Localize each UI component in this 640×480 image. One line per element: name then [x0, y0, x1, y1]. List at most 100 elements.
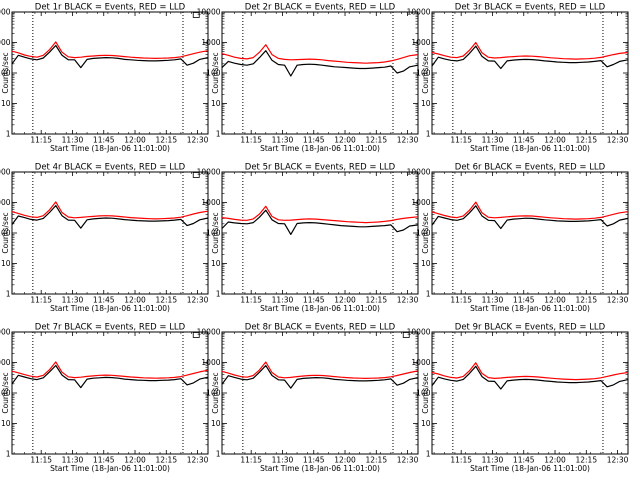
y-tick-label: 10000: [0, 328, 11, 337]
x-tick-label: 12:00: [124, 456, 146, 465]
x-tick-label: 12:00: [544, 296, 566, 305]
events-series-line: [431, 365, 629, 390]
plot-frame: [221, 331, 419, 455]
y-tick-label: 100: [206, 229, 221, 238]
x-tick-label: 12:00: [334, 296, 356, 305]
y-tick-label: 10000: [197, 168, 221, 177]
x-tick-label: 11:30: [62, 136, 84, 145]
y-tick-label: 10: [211, 99, 221, 108]
x-tick-label: 11:15: [240, 296, 262, 305]
panel-det-6r: Det 6r BLACK = Events, RED = LLD 1 10 100 10…: [407, 163, 629, 314]
lld-series-line: [431, 201, 629, 220]
x-axis-label: Start Time (18-Jan-06 11:01:00): [260, 144, 380, 153]
x-tick-label: 12:30: [187, 456, 209, 465]
lld-series-line: [431, 362, 629, 381]
plot-frame: [431, 11, 629, 135]
x-tick-label: 12:30: [187, 296, 209, 305]
x-tick-label: 12:00: [124, 296, 146, 305]
y-tick-label: 1: [426, 130, 431, 139]
y-tick-label: 100: [0, 69, 11, 78]
x-tick-label: 12:30: [607, 136, 629, 145]
x-tick-label: 11:45: [303, 456, 325, 465]
y-tick-label: 10: [421, 259, 431, 268]
events-series-line: [221, 365, 419, 389]
x-tick-label: 11:45: [93, 456, 115, 465]
x-tick-label: 12:30: [397, 456, 419, 465]
y-tick-label: 1000: [411, 358, 430, 367]
y-tick-label: 10: [211, 259, 221, 268]
panel-title: Det 7r BLACK = Events, RED = LLD: [35, 323, 186, 333]
panel-det-2r: Det 2r BLACK = Events, RED = LLD 1 10 100 10…: [197, 3, 419, 154]
x-tick-label: 12:30: [187, 136, 209, 145]
x-tick-label: 11:30: [272, 296, 294, 305]
x-tick-label: 11:15: [30, 456, 52, 465]
y-tick-label: 1: [6, 130, 11, 139]
x-tick-label: 11:45: [513, 296, 535, 305]
x-tick-label: 12:15: [575, 136, 597, 145]
lld-series-line: [11, 201, 209, 220]
panel-title: Det 4r BLACK = Events, RED = LLD: [35, 163, 186, 173]
y-tick-label: 10: [1, 419, 11, 428]
y-axis-label: Counts/sec: [1, 212, 10, 253]
x-tick-label: 11:15: [450, 456, 472, 465]
x-axis-label: Start Time (18-Jan-06 11:01:00): [260, 304, 380, 313]
events-series-line: [431, 205, 629, 230]
y-tick-label: 10000: [407, 8, 431, 17]
y-tick-label: 1000: [201, 198, 220, 207]
y-tick-label: 100: [416, 69, 431, 78]
x-tick-label: 12:15: [575, 456, 597, 465]
x-axis-label: Start Time (18-Jan-06 11:01:00): [50, 464, 170, 473]
y-tick-label: 1: [216, 450, 221, 459]
x-tick-label: 12:15: [155, 136, 177, 145]
x-tick-label: 11:30: [482, 296, 504, 305]
x-tick-label: 11:15: [240, 136, 262, 145]
x-tick-label: 11:45: [513, 456, 535, 465]
y-tick-label: 1000: [201, 38, 220, 47]
lld-series-line: [221, 361, 419, 379]
x-tick-label: 11:30: [482, 456, 504, 465]
events-series-line: [11, 205, 209, 229]
y-tick-label: 1: [6, 450, 11, 459]
plot-frame: [11, 331, 209, 455]
x-tick-label: 12:15: [365, 136, 387, 145]
plot-frame: [221, 11, 419, 135]
square-annotation: [402, 332, 410, 338]
x-tick-label: 12:30: [607, 456, 629, 465]
y-axis-label: Counts/sec: [421, 52, 430, 93]
x-tick-label: 11:45: [303, 136, 325, 145]
x-tick-label: 11:15: [450, 136, 472, 145]
y-axis-label: Counts/sec: [211, 212, 220, 253]
y-tick-label: 10: [1, 99, 11, 108]
x-tick-label: 12:15: [365, 456, 387, 465]
x-tick-label: 12:15: [155, 296, 177, 305]
y-axis-label: Counts/sec: [1, 52, 10, 93]
y-axis-label: Counts/sec: [211, 52, 220, 93]
x-tick-label: 11:15: [450, 296, 472, 305]
y-tick-label: 1000: [0, 358, 11, 367]
panel-title: Det 2r BLACK = Events, RED = LLD: [245, 3, 396, 13]
y-tick-label: 1000: [0, 38, 11, 47]
y-tick-label: 10: [421, 419, 431, 428]
y-tick-label: 1: [426, 450, 431, 459]
y-tick-label: 10: [421, 99, 431, 108]
x-tick-label: 11:15: [30, 136, 52, 145]
plot-frame: [221, 171, 419, 295]
x-tick-label: 11:15: [240, 456, 262, 465]
x-tick-label: 11:30: [272, 136, 294, 145]
y-tick-label: 100: [206, 69, 221, 78]
y-tick-label: 1: [216, 290, 221, 299]
square-annotation: [192, 332, 200, 338]
y-tick-label: 1000: [0, 198, 11, 207]
x-tick-label: 12:15: [155, 456, 177, 465]
x-axis-label: Start Time (18-Jan-06 11:01:00): [50, 304, 170, 313]
events-series-line: [11, 364, 209, 389]
panel-title: Det 5r BLACK = Events, RED = LLD: [245, 163, 396, 173]
y-tick-label: 100: [0, 229, 11, 238]
lld-series-line: [11, 41, 209, 60]
panel-title: Det 6r BLACK = Events, RED = LLD: [455, 163, 606, 173]
y-tick-label: 10000: [197, 8, 221, 17]
panel-title: Det 9r BLACK = Events, RED = LLD: [455, 323, 606, 333]
panel-det-7r: Det 7r BLACK = Events, RED = LLD 1 10 100 10…: [0, 323, 209, 474]
y-tick-label: 10000: [407, 168, 431, 177]
